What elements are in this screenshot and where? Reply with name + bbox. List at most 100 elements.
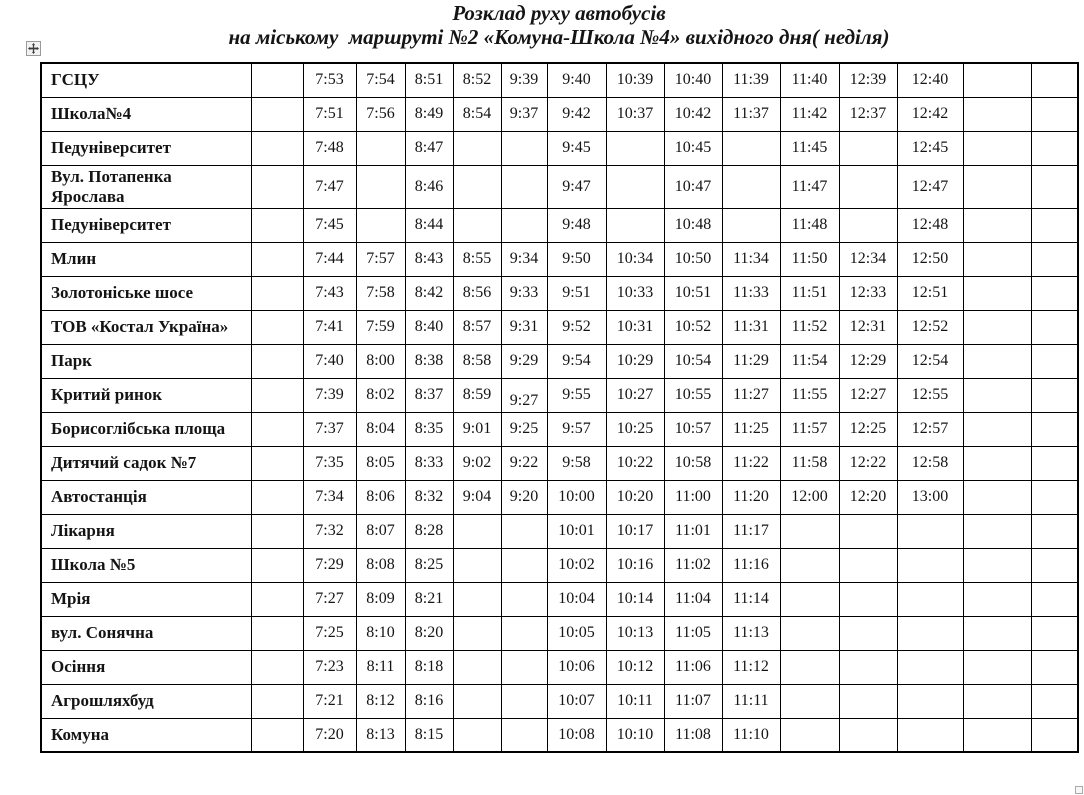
station-cell: Педуніверситет <box>40 207 252 243</box>
time-cell: 12:40 <box>896 62 964 98</box>
time-cell: 8:59 <box>452 377 502 413</box>
station-cell: Автостанція <box>40 479 252 515</box>
table-row: Золотоніське шосе 7:43 7:58 8:42 8:56 9:33 9:5… <box>40 275 1079 311</box>
station-cell: вул. Сонячна <box>40 615 252 651</box>
time-cell <box>500 513 548 549</box>
time-cell: 8:28 <box>404 513 454 549</box>
table-row: Комуна 7:20 8:13 8:15 10:08 10:10 11:08 11:10 <box>40 717 1079 753</box>
blank-cell <box>250 513 304 549</box>
time-cell: 12:27 <box>838 377 898 413</box>
time-cell: 9:52 <box>546 309 607 345</box>
station-cell: Лікарня <box>40 513 252 549</box>
time-cell: 10:25 <box>605 411 665 447</box>
time-cell <box>962 164 1032 209</box>
table-row: Школа №5 7:29 8:08 8:25 10:02 10:16 11:02 11:16 <box>40 547 1079 583</box>
table-row: Школа№4 7:51 7:56 8:49 8:54 9:37 9:42 10:37 10:4… <box>40 96 1079 132</box>
time-cell: 8:35 <box>404 411 454 447</box>
time-cell <box>500 717 548 753</box>
time-cell: 12:47 <box>896 164 964 209</box>
time-cell: 9:48 <box>546 207 607 243</box>
time-cell <box>1030 343 1079 379</box>
time-cell: 10:01 <box>546 513 607 549</box>
time-cell <box>779 717 840 753</box>
time-cell: 10:54 <box>663 343 723 379</box>
table-resize-handle[interactable] <box>1075 786 1083 794</box>
time-cell <box>838 649 898 685</box>
time-cell <box>452 717 502 753</box>
time-cell: 10:05 <box>546 615 607 651</box>
time-cell: 10:20 <box>605 479 665 515</box>
time-cell <box>1030 411 1079 447</box>
time-cell: 11:42 <box>779 96 840 132</box>
time-cell: 11:52 <box>779 309 840 345</box>
time-cell <box>452 513 502 549</box>
time-cell: 7:39 <box>302 377 357 413</box>
time-cell: 8:04 <box>355 411 406 447</box>
time-cell: 9:45 <box>546 130 607 166</box>
table-row: Дитячий садок №7 7:35 8:05 8:33 9:02 9:22 9:58… <box>40 445 1079 481</box>
time-cell: 8:05 <box>355 445 406 481</box>
time-cell: 9:22 <box>500 445 548 481</box>
time-cell: 12:29 <box>838 343 898 379</box>
time-cell <box>838 717 898 753</box>
time-cell: 11:40 <box>779 62 840 98</box>
time-cell: 10:07 <box>546 683 607 719</box>
time-cell: 11:12 <box>721 649 781 685</box>
station-cell: ГСЦУ <box>40 62 252 98</box>
time-cell: 7:37 <box>302 411 357 447</box>
time-cell: 11:58 <box>779 445 840 481</box>
time-cell: 8:38 <box>404 343 454 379</box>
time-cell <box>1030 479 1079 515</box>
time-cell: 10:00 <box>546 479 607 515</box>
time-cell: 11:20 <box>721 479 781 515</box>
table-move-handle-icon[interactable] <box>26 41 41 56</box>
time-cell: 9:20 <box>500 479 548 515</box>
time-cell <box>1030 164 1079 209</box>
time-cell <box>962 513 1032 549</box>
time-cell <box>1030 683 1079 719</box>
time-cell <box>452 615 502 651</box>
time-cell: 12:31 <box>838 309 898 345</box>
time-cell <box>779 615 840 651</box>
time-cell <box>1030 62 1079 98</box>
table-row: Лікарня 7:32 8:07 8:28 10:01 10:17 11:01 11:17 <box>40 513 1079 549</box>
time-cell: 12:34 <box>838 241 898 277</box>
time-cell <box>896 581 964 617</box>
table-row: Вул. Потапенка Ярослава 7:47 8:46 9:47 10:47… <box>40 164 1079 209</box>
time-cell: 8:07 <box>355 513 406 549</box>
time-cell: 8:37 <box>404 377 454 413</box>
table-row: Мрія 7:27 8:09 8:21 10:04 10:14 11:04 11:14 <box>40 581 1079 617</box>
time-cell: 9:40 <box>546 62 607 98</box>
table-row: Педуніверситет 7:48 8:47 9:45 10:45 11:45 12:4… <box>40 130 1079 166</box>
time-cell: 8:25 <box>404 547 454 583</box>
time-cell: 9:58 <box>546 445 607 481</box>
time-cell <box>896 513 964 549</box>
time-cell <box>721 164 781 209</box>
blank-cell <box>250 615 304 651</box>
blank-cell <box>250 309 304 345</box>
time-cell: 10:48 <box>663 207 723 243</box>
blank-cell <box>250 581 304 617</box>
time-cell: 10:22 <box>605 445 665 481</box>
blank-cell <box>250 445 304 481</box>
time-cell: 11:02 <box>663 547 723 583</box>
table-row: вул. Сонячна 7:25 8:10 8:20 10:05 10:13 11:05 1… <box>40 615 1079 651</box>
time-cell: 7:27 <box>302 581 357 617</box>
time-cell <box>1030 377 1079 413</box>
time-cell: 11:06 <box>663 649 723 685</box>
time-cell: 10:57 <box>663 411 723 447</box>
time-cell: 8:15 <box>404 717 454 753</box>
time-cell: 9:02 <box>452 445 502 481</box>
time-cell <box>962 445 1032 481</box>
station-cell: Борисоглібська площа <box>40 411 252 447</box>
station-cell: Критий ринок <box>40 377 252 413</box>
time-cell: 7:57 <box>355 241 406 277</box>
time-cell: 7:25 <box>302 615 357 651</box>
time-cell <box>779 513 840 549</box>
table-row: Критий ринок 7:39 8:02 8:37 8:59 9:27 9:55 10:2… <box>40 377 1079 413</box>
time-cell <box>838 615 898 651</box>
time-cell: 11:27 <box>721 377 781 413</box>
time-cell: 11:08 <box>663 717 723 753</box>
time-cell: 13:00 <box>896 479 964 515</box>
